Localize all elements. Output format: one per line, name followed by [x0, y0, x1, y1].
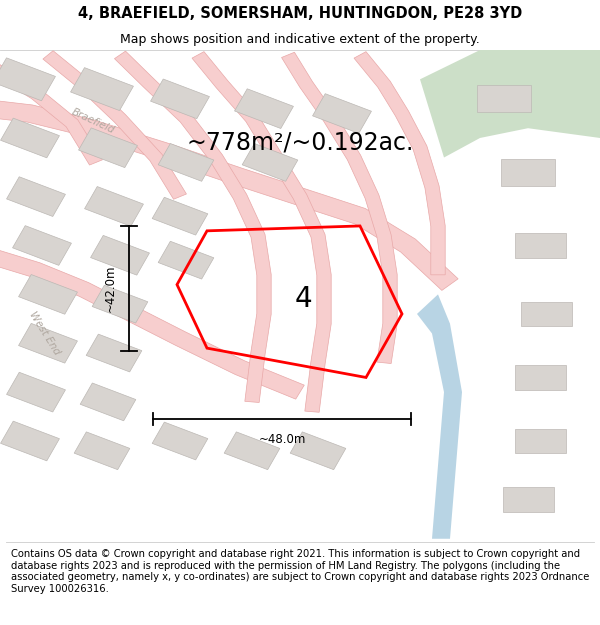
Polygon shape: [224, 432, 280, 469]
Text: Braefield: Braefield: [70, 106, 116, 135]
Polygon shape: [515, 429, 566, 453]
Polygon shape: [1, 421, 59, 461]
Polygon shape: [313, 94, 371, 133]
Text: 4, BRAEFIELD, SOMERSHAM, HUNTINGDON, PE28 3YD: 4, BRAEFIELD, SOMERSHAM, HUNTINGDON, PE2…: [78, 6, 522, 21]
Polygon shape: [71, 68, 133, 111]
Polygon shape: [13, 226, 71, 266]
Polygon shape: [91, 236, 149, 275]
Polygon shape: [417, 294, 462, 539]
Polygon shape: [86, 334, 142, 372]
Polygon shape: [152, 422, 208, 460]
Polygon shape: [19, 323, 77, 363]
Polygon shape: [420, 50, 600, 158]
Polygon shape: [503, 488, 554, 512]
Polygon shape: [1, 118, 59, 158]
Polygon shape: [515, 365, 566, 389]
Polygon shape: [0, 60, 103, 165]
Polygon shape: [0, 100, 458, 291]
Polygon shape: [0, 248, 304, 399]
Polygon shape: [242, 144, 298, 181]
Polygon shape: [85, 186, 143, 226]
Polygon shape: [43, 51, 187, 199]
Text: ~48.0m: ~48.0m: [259, 433, 305, 446]
Polygon shape: [192, 52, 331, 413]
Polygon shape: [158, 241, 214, 279]
Text: Contains OS data © Crown copyright and database right 2021. This information is : Contains OS data © Crown copyright and d…: [11, 549, 589, 594]
Polygon shape: [7, 177, 65, 216]
Text: West End: West End: [28, 310, 62, 357]
Polygon shape: [235, 89, 293, 129]
Text: ~778m²/~0.192ac.: ~778m²/~0.192ac.: [187, 131, 413, 155]
Polygon shape: [152, 198, 208, 235]
Polygon shape: [92, 285, 148, 323]
Polygon shape: [0, 58, 55, 101]
Text: Map shows position and indicative extent of the property.: Map shows position and indicative extent…: [120, 32, 480, 46]
Polygon shape: [515, 233, 566, 258]
Polygon shape: [151, 79, 209, 119]
Text: ~42.0m: ~42.0m: [103, 264, 116, 312]
Polygon shape: [521, 302, 571, 326]
Polygon shape: [74, 432, 130, 469]
Polygon shape: [354, 52, 445, 275]
Polygon shape: [158, 144, 214, 181]
Polygon shape: [115, 51, 271, 403]
Polygon shape: [79, 128, 137, 168]
Polygon shape: [290, 432, 346, 469]
Polygon shape: [501, 159, 555, 186]
Polygon shape: [7, 372, 65, 412]
Polygon shape: [80, 383, 136, 421]
Text: 4: 4: [294, 285, 312, 313]
Polygon shape: [477, 86, 531, 112]
Polygon shape: [281, 52, 397, 364]
Polygon shape: [19, 274, 77, 314]
